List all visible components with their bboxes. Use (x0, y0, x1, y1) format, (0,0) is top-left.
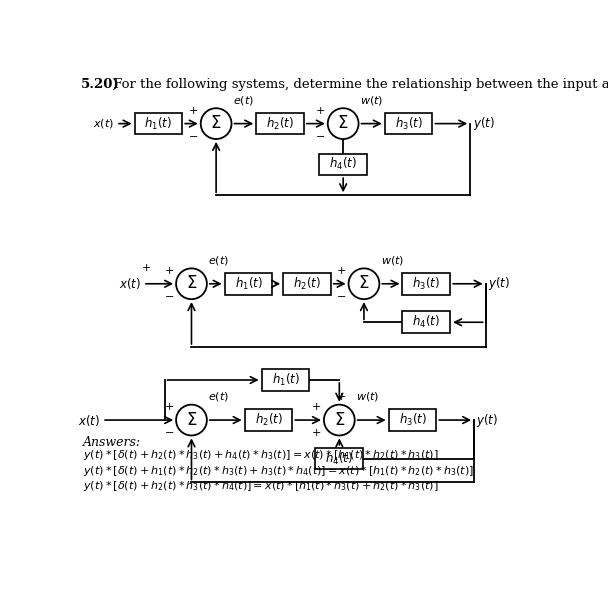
Text: $x(t)$: $x(t)$ (119, 276, 140, 291)
Bar (316, 447, 363, 470)
Text: $h_1(t)$: $h_1(t)$ (272, 372, 299, 388)
Text: $w(t)$: $w(t)$ (360, 94, 384, 107)
Text: $h_2(t)$: $h_2(t)$ (255, 412, 282, 428)
Text: $h_4(t)$: $h_4(t)$ (325, 451, 353, 466)
Text: $y(t)*[\delta(t)+h_2(t)*h_3(t)+h_4(t)*h_3(t)]=x(t)*[h_1(t)*h_2(t)*h_3(t)]$: $y(t)*[\delta(t)+h_2(t)*h_3(t)+h_4(t)*h_… (83, 449, 438, 462)
Text: $e(t)$: $e(t)$ (209, 254, 229, 267)
Bar (224, 273, 272, 295)
Circle shape (201, 109, 232, 139)
Circle shape (324, 405, 354, 435)
Text: $x(t)$: $x(t)$ (78, 413, 100, 427)
Text: $h_1(t)$: $h_1(t)$ (145, 116, 172, 132)
Text: Answers:: Answers: (83, 436, 141, 449)
Text: $\Sigma$: $\Sigma$ (186, 411, 197, 428)
Text: $h_3(t)$: $h_3(t)$ (412, 276, 440, 292)
Text: $h_3(t)$: $h_3(t)$ (395, 116, 423, 132)
Text: +: + (313, 402, 322, 412)
Text: 5.20): 5.20) (81, 78, 120, 91)
Text: +: + (337, 392, 347, 402)
Text: $h_2(t)$: $h_2(t)$ (266, 116, 294, 132)
Text: $e(t)$: $e(t)$ (209, 390, 229, 403)
Bar (402, 311, 450, 333)
Text: $\Sigma$: $\Sigma$ (334, 411, 345, 428)
Text: $e(t)$: $e(t)$ (233, 94, 254, 107)
Text: $y(t)*[\delta(t)+h_2(t)*h_3(t)*h_4(t)]=x(t)*[h_1(t)*h_3(t)+h_2(t)*h_3(t)]$: $y(t)*[\delta(t)+h_2(t)*h_3(t)*h_4(t)]=x… (83, 479, 438, 493)
Text: $y(t)$: $y(t)$ (488, 275, 510, 292)
Text: +: + (189, 105, 198, 115)
Text: $\Sigma$: $\Sigma$ (358, 275, 370, 292)
Circle shape (328, 109, 359, 139)
Text: $h_3(t)$: $h_3(t)$ (399, 412, 426, 428)
Text: +: + (316, 105, 325, 115)
Text: −: − (164, 292, 174, 302)
Circle shape (176, 268, 207, 299)
Text: −: − (164, 428, 174, 438)
Text: $h_4(t)$: $h_4(t)$ (330, 156, 357, 172)
Text: +: + (337, 265, 346, 276)
Circle shape (348, 268, 379, 299)
Text: +: + (164, 402, 174, 412)
Text: −: − (189, 132, 198, 142)
Text: $x(t)$: $x(t)$ (92, 117, 114, 130)
Text: $w(t)$: $w(t)$ (356, 390, 379, 403)
Bar (389, 409, 437, 431)
Text: +: + (142, 264, 151, 273)
Bar (385, 113, 432, 134)
Text: $h_2(t)$: $h_2(t)$ (293, 276, 321, 292)
Text: For the following systems, determine the relationship between the input and the : For the following systems, determine the… (109, 78, 608, 91)
Text: $y(t)*[\delta(t)+h_1(t)*h_2(t)*h_3(t)+h_3(t)*h_4(t)]=x(t)*[h_1(t)*h_2(t)*h_3(t)]: $y(t)*[\delta(t)+h_1(t)*h_2(t)*h_3(t)+h_… (83, 464, 474, 478)
Text: −: − (337, 292, 346, 302)
Text: $y(t)$: $y(t)$ (477, 411, 499, 428)
Text: $y(t)$: $y(t)$ (472, 115, 494, 132)
Text: $\Sigma$: $\Sigma$ (210, 115, 222, 132)
Bar (244, 409, 292, 431)
Circle shape (176, 405, 207, 435)
Text: +: + (164, 265, 174, 276)
Text: $\Sigma$: $\Sigma$ (186, 275, 197, 292)
Text: $w(t)$: $w(t)$ (381, 254, 404, 267)
Bar (261, 369, 309, 391)
Text: $h_4(t)$: $h_4(t)$ (412, 314, 440, 330)
Text: +: + (313, 428, 322, 438)
Text: −: − (316, 132, 325, 142)
Bar (134, 113, 182, 134)
Bar (402, 273, 450, 295)
Bar (256, 113, 304, 134)
Text: $h_1(t)$: $h_1(t)$ (235, 276, 263, 292)
Bar (319, 154, 367, 175)
Text: $\Sigma$: $\Sigma$ (337, 115, 349, 132)
Bar (283, 273, 331, 295)
